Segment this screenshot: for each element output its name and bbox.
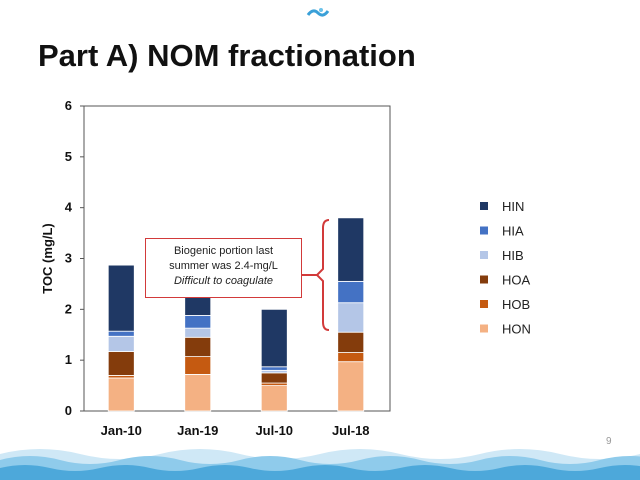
legend-swatch-hoa [480, 275, 488, 284]
bar-segment-hin [337, 217, 365, 282]
bar-segment-hon [107, 377, 135, 412]
legend-label: HIB [502, 248, 524, 263]
legend-label: HIN [502, 199, 524, 214]
bar-segment-hib [107, 335, 135, 352]
callout-line-3: Difficult to coagulate [173, 275, 274, 287]
callout-line-1: Biogenic portion last [173, 245, 274, 257]
y-tick-label: 2 [65, 301, 72, 316]
legend-label: HON [502, 322, 531, 337]
y-axis-label: TOC (mg/L) [40, 223, 55, 294]
bar-segment-hia [107, 330, 135, 337]
x-tick-label: Jan-19 [177, 423, 218, 438]
bar-segment-hin [107, 264, 135, 332]
bar-segment-hin [260, 308, 288, 368]
legend-label: HOA [502, 273, 531, 288]
bar-segment-hoa [107, 351, 135, 376]
x-tick-label: Jan-10 [101, 423, 142, 438]
slide-title: Part A) NOM fractionation [38, 38, 416, 73]
bar-segment-hib [184, 327, 212, 338]
bar-segment-hob [184, 356, 212, 375]
legend-swatch-hob [480, 300, 488, 308]
bar-segment-hia [260, 366, 288, 371]
y-tick-label: 6 [65, 98, 72, 113]
y-tick-label: 4 [65, 200, 73, 215]
bar-segment-hon [337, 361, 365, 412]
x-tick-label: Jul-10 [255, 423, 293, 438]
bar-segment-hia [337, 280, 365, 304]
y-tick-label: 5 [65, 149, 72, 164]
y-tick-label: 1 [65, 352, 72, 367]
legend-swatch-hin [480, 202, 488, 210]
callout-bracket [315, 219, 330, 331]
legend-swatch-hib [480, 251, 488, 259]
wave-logo-icon [306, 8, 330, 17]
bar-segment-hia [184, 315, 212, 329]
legend-label: HIA [502, 224, 524, 239]
legend-swatch-hia [480, 226, 488, 235]
legend-swatch-hon [480, 324, 488, 333]
bar-segment-hon [260, 385, 288, 412]
y-tick-label: 3 [65, 251, 72, 266]
y-tick-label: 0 [65, 403, 72, 418]
bar-segment-hoa [260, 372, 288, 384]
legend-label: HOB [502, 297, 530, 312]
bar-segment-hon [184, 373, 212, 412]
page-number: 9 [606, 436, 612, 447]
x-tick-label: Jul-18 [332, 423, 370, 438]
bar-segment-hoa [337, 331, 365, 353]
bar-segment-hob [337, 352, 365, 363]
callout-box: Biogenic portion last summer was 2.4-mg/… [145, 238, 302, 298]
bar-segment-hoa [184, 336, 212, 358]
callout-line-2: summer was 2.4-mg/L [169, 260, 278, 272]
bar-segment-hib [337, 302, 365, 333]
water-wave-footer [0, 449, 640, 480]
